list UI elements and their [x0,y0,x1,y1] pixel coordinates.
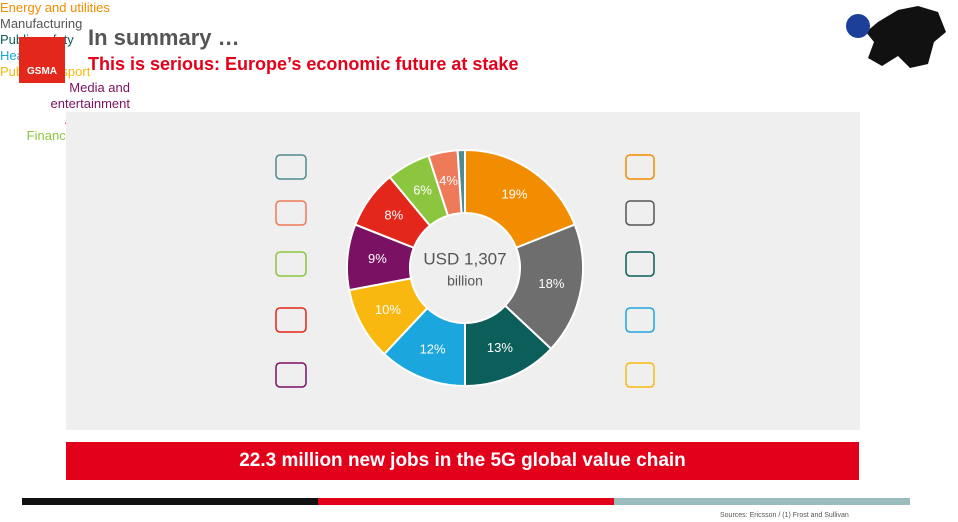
icon [275,200,307,226]
icon [275,154,307,180]
icon [275,362,307,388]
slice-label: 9% [368,251,387,266]
chart: 19% 18% 13% 12% 10% 9% 8% 6% 4% USD 1,307 billion [275,148,655,388]
center-label: USD 1,307 [423,249,506,268]
europe-map [846,6,946,68]
legend-label: Media and entertainment [50,80,131,111]
eu-flag [846,14,870,38]
icon [625,362,655,388]
bar-red [318,498,614,505]
logo: GSMA [19,37,65,83]
donut-slice [464,148,577,250]
icon [275,251,307,277]
icon [625,251,655,277]
subtitle: This is serious: Europe’s economic futur… [88,54,519,74]
icon [625,200,655,226]
icon [275,307,307,333]
center-label: billion [447,273,483,289]
bar-teal [614,498,910,505]
icon [625,154,655,180]
slice-label: 6% [413,182,432,197]
icon [625,307,655,333]
slice-label: 13% [487,340,513,355]
logo-text: GSMA [27,66,57,77]
legend-label: Manufacturing [0,16,83,31]
bar-black [22,498,318,505]
legend-label: Energy and utilities [0,0,110,15]
slice-label: 4% [439,173,458,188]
banner: 22.3 million new jobs in the 5G global v… [66,442,859,480]
slice-label: 18% [538,276,564,291]
map-shape [866,6,946,68]
sources: Sources: Ericsson / (1) Frost and Sulliv… [720,512,849,519]
donut-slice [456,148,466,215]
slice-label: 8% [384,208,403,223]
slice-label: 10% [375,302,401,317]
title: In summary … [88,25,240,50]
slice-label: 12% [420,341,446,356]
slice-label: 19% [501,187,527,202]
